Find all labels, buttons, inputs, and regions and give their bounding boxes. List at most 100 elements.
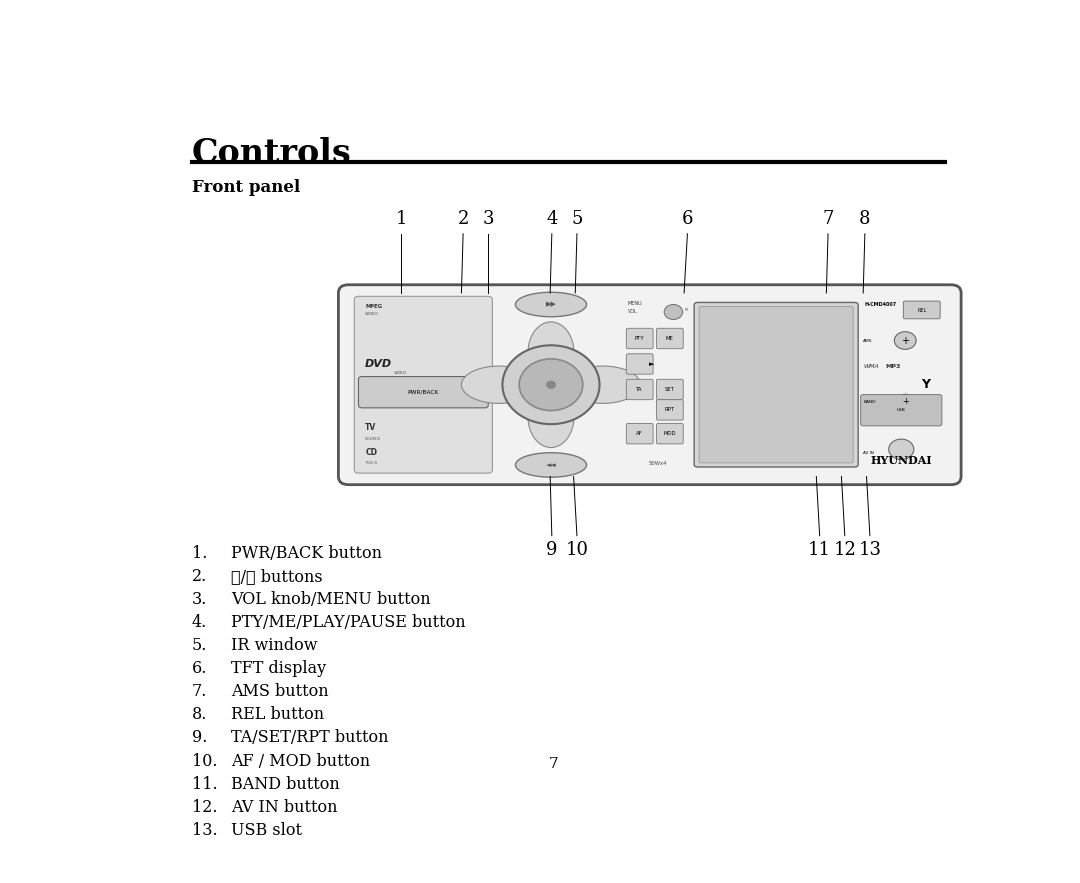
Text: 10: 10 — [566, 541, 589, 559]
Text: IR: IR — [685, 308, 689, 312]
Text: 3: 3 — [483, 210, 494, 229]
Text: TFT display: TFT display — [231, 660, 326, 677]
Text: ►: ► — [649, 361, 654, 367]
Text: 4: 4 — [546, 210, 557, 229]
Circle shape — [519, 358, 583, 411]
Circle shape — [889, 439, 914, 459]
Text: 12: 12 — [834, 541, 856, 559]
Text: MENU: MENU — [627, 301, 643, 306]
Text: AMS: AMS — [863, 338, 873, 343]
Text: SET: SET — [665, 387, 675, 392]
Text: 2: 2 — [458, 210, 469, 229]
Text: ⏮/⏭ buttons: ⏮/⏭ buttons — [231, 568, 323, 585]
FancyBboxPatch shape — [626, 354, 653, 374]
Text: 13.: 13. — [192, 822, 217, 839]
Text: 13: 13 — [859, 541, 881, 559]
Text: TV: TV — [365, 423, 377, 432]
FancyBboxPatch shape — [694, 303, 859, 467]
FancyBboxPatch shape — [699, 306, 853, 463]
Circle shape — [894, 332, 916, 350]
Text: REL: REL — [917, 308, 927, 313]
FancyBboxPatch shape — [657, 380, 684, 400]
FancyBboxPatch shape — [338, 285, 961, 485]
FancyBboxPatch shape — [626, 328, 653, 349]
Text: MP3: MP3 — [885, 364, 901, 368]
Text: VIDEO: VIDEO — [393, 371, 407, 374]
FancyBboxPatch shape — [359, 376, 488, 408]
Ellipse shape — [528, 322, 573, 383]
FancyBboxPatch shape — [903, 301, 941, 319]
Text: PTY/ME/PLAY/PAUSE button: PTY/ME/PLAY/PAUSE button — [231, 614, 465, 630]
Text: REL button: REL button — [231, 706, 324, 723]
FancyBboxPatch shape — [861, 395, 942, 426]
Text: 5: 5 — [571, 210, 582, 229]
Text: 6: 6 — [681, 210, 693, 229]
Text: BAND button: BAND button — [231, 775, 340, 793]
Text: AMS button: AMS button — [231, 683, 329, 700]
Text: VOL knob/MENU button: VOL knob/MENU button — [231, 591, 431, 608]
Text: 12.: 12. — [192, 799, 217, 816]
Text: USB slot: USB slot — [231, 822, 302, 839]
Circle shape — [896, 394, 915, 409]
Text: 50Wx4: 50Wx4 — [648, 461, 667, 465]
Text: TA/SET/RPT button: TA/SET/RPT button — [231, 729, 389, 746]
Text: HYUNDAI: HYUNDAI — [870, 456, 932, 466]
FancyBboxPatch shape — [657, 400, 684, 420]
Text: RPT: RPT — [665, 407, 675, 412]
Text: MPEG: MPEG — [365, 304, 382, 309]
Text: Front panel: Front panel — [192, 178, 300, 196]
Text: 8: 8 — [859, 210, 870, 229]
Text: DVD: DVD — [365, 359, 392, 369]
Ellipse shape — [515, 453, 586, 477]
Text: 1: 1 — [395, 210, 407, 229]
Text: VIDEO: VIDEO — [365, 312, 379, 316]
Circle shape — [546, 381, 556, 389]
Text: WMA: WMA — [863, 364, 879, 368]
Text: AV IN: AV IN — [863, 450, 874, 455]
Text: 11: 11 — [808, 541, 832, 559]
FancyBboxPatch shape — [657, 328, 684, 349]
Text: PWR/BACK: PWR/BACK — [407, 389, 440, 395]
Text: USB: USB — [896, 408, 906, 412]
Text: CD: CD — [365, 449, 377, 457]
Text: 6.: 6. — [192, 660, 207, 677]
Text: 7: 7 — [822, 210, 834, 229]
Circle shape — [502, 345, 599, 424]
Text: AV IN button: AV IN button — [231, 799, 338, 816]
Text: ▶▶: ▶▶ — [545, 301, 556, 307]
Text: 10.: 10. — [192, 752, 217, 770]
Text: H-CMD4007: H-CMD4007 — [864, 302, 896, 306]
Text: +: + — [901, 336, 909, 345]
Text: 2.: 2. — [192, 568, 207, 585]
Text: 4.: 4. — [192, 614, 207, 630]
Text: +: + — [902, 397, 908, 406]
Text: PWR/BACK button: PWR/BACK button — [231, 545, 382, 562]
Text: BAND: BAND — [863, 400, 876, 404]
Text: SOURCE: SOURCE — [365, 437, 381, 442]
Text: 11.: 11. — [192, 775, 217, 793]
Circle shape — [664, 305, 683, 320]
Text: MOD: MOD — [663, 431, 676, 436]
Ellipse shape — [565, 366, 640, 404]
FancyBboxPatch shape — [657, 424, 684, 444]
Ellipse shape — [515, 292, 586, 317]
FancyBboxPatch shape — [626, 380, 653, 400]
FancyBboxPatch shape — [354, 297, 492, 473]
Text: R-D-S: R-D-S — [365, 461, 377, 465]
Text: VOL: VOL — [627, 308, 638, 313]
Text: Controls: Controls — [192, 137, 352, 170]
Text: 7: 7 — [549, 757, 558, 771]
Text: 9.: 9. — [192, 729, 207, 746]
Text: AF: AF — [636, 431, 643, 436]
Ellipse shape — [461, 366, 537, 404]
Text: 7.: 7. — [192, 683, 207, 700]
Text: ◄◄: ◄◄ — [545, 462, 556, 468]
Text: IR window: IR window — [231, 637, 318, 654]
Text: PTY: PTY — [635, 336, 645, 341]
Text: AF / MOD button: AF / MOD button — [231, 752, 370, 770]
Text: 5.: 5. — [192, 637, 207, 654]
Text: TA: TA — [636, 387, 643, 392]
Ellipse shape — [528, 387, 573, 448]
Text: 3.: 3. — [192, 591, 207, 608]
Text: ME: ME — [666, 336, 674, 341]
